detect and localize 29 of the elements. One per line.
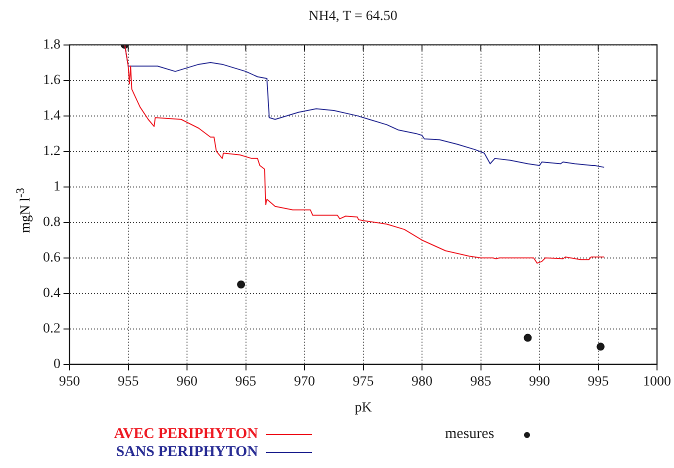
legend-label: mesures xyxy=(445,426,494,443)
x-tick-label: 990 xyxy=(529,374,550,390)
y-tick-label: 0.4 xyxy=(43,286,60,302)
y-tick-label: 0 xyxy=(54,357,60,372)
x-tick-label: 970 xyxy=(294,374,315,390)
y-tick-label: 1.2 xyxy=(43,144,60,160)
y-tick-label: 0.2 xyxy=(43,322,60,337)
y-tick-label: 1.6 xyxy=(43,72,60,88)
x-tick-label: 980 xyxy=(412,374,432,390)
x-tick-label: 995 xyxy=(588,374,609,390)
x-tick-label: 955 xyxy=(118,374,139,390)
legend-label: AVEC PERIPHYTON xyxy=(114,426,258,443)
x-tick-label: 950 xyxy=(59,374,80,390)
y-tick-label: 0.6 xyxy=(43,250,60,266)
x-tick-label: 975 xyxy=(352,374,374,390)
legend-label: SANS PERIPHYTON xyxy=(116,444,258,461)
y-tick-label: 1.8 xyxy=(43,37,60,52)
point xyxy=(524,334,532,342)
point xyxy=(596,342,605,351)
x-tick-label: 960 xyxy=(176,374,198,390)
chart-title: NH4, T = 64.50 xyxy=(308,9,398,24)
y-tick-label: 0.8 xyxy=(43,215,60,230)
x-axis-title: pK xyxy=(354,400,372,416)
x-tick-label: 1000 xyxy=(643,374,671,390)
point xyxy=(237,280,246,288)
y-tick-label: 1.4 xyxy=(43,108,60,124)
x-tick-label: 985 xyxy=(470,374,492,390)
x-tick-label: 965 xyxy=(235,374,256,390)
y-tick-label: 1 xyxy=(54,180,60,195)
